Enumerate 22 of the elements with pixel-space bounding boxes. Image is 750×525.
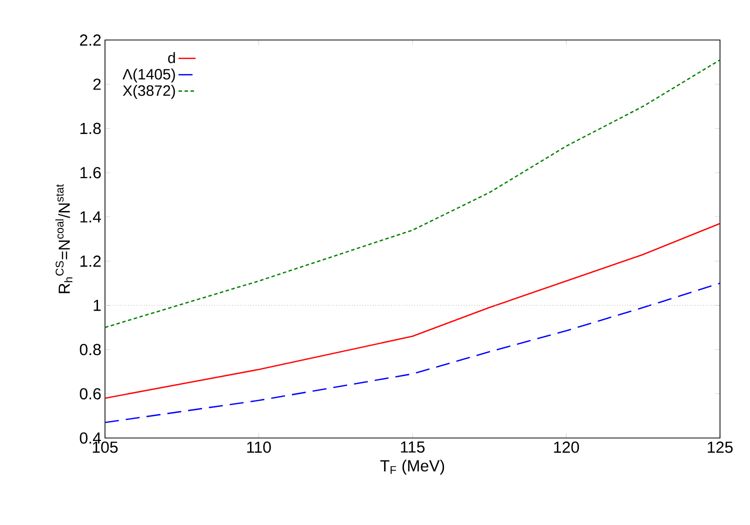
x-axis-title: T$_{F}$ (MeV) [380, 460, 444, 475]
legend-label: X(3872) [122, 84, 175, 99]
legend-label: d [168, 52, 175, 64]
y-tick-label: 2 [93, 78, 101, 90]
y-tick-label: 1.4 [80, 211, 101, 222]
y-tick-label: 1.2 [80, 256, 101, 267]
x-tick-label: 115 [400, 442, 425, 453]
line-series [104, 222, 720, 399]
y-tick-label: 2.2 [80, 34, 101, 46]
line-series [104, 282, 720, 424]
x-tick-label: 120 [554, 442, 579, 453]
legend-label: Λ(1405) [122, 68, 175, 83]
x-tick-label: 110 [247, 442, 271, 453]
y-tick-label: 0.6 [80, 388, 101, 400]
y-tick-label: 1.6 [80, 167, 101, 178]
y-axis-title: R$_{h}$$^{CS}$=N$^{coal}$/N$^{stat}$ [55, 184, 72, 294]
x-tick-label: 125 [708, 442, 733, 453]
y-tick-label: 0.8 [80, 344, 101, 356]
y-tick-label: 1 [94, 300, 101, 311]
x-tick-label: 105 [92, 442, 118, 453]
y-tick-label: 0.4 [80, 432, 101, 444]
y-tick-label: 1.8 [80, 122, 101, 134]
